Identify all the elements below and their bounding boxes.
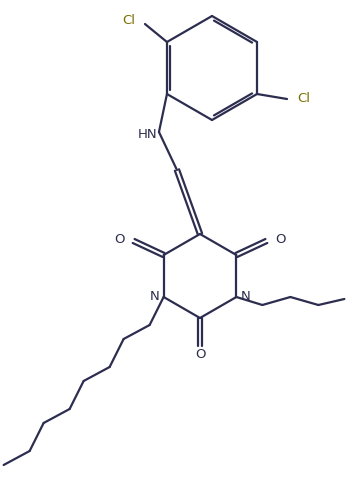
Text: O: O <box>114 233 124 246</box>
Text: Cl: Cl <box>122 15 135 28</box>
Text: O: O <box>195 348 205 362</box>
Text: HN: HN <box>137 127 157 140</box>
Text: N: N <box>240 291 250 303</box>
Text: O: O <box>276 233 286 246</box>
Text: N: N <box>150 291 160 303</box>
Text: Cl: Cl <box>297 92 310 105</box>
